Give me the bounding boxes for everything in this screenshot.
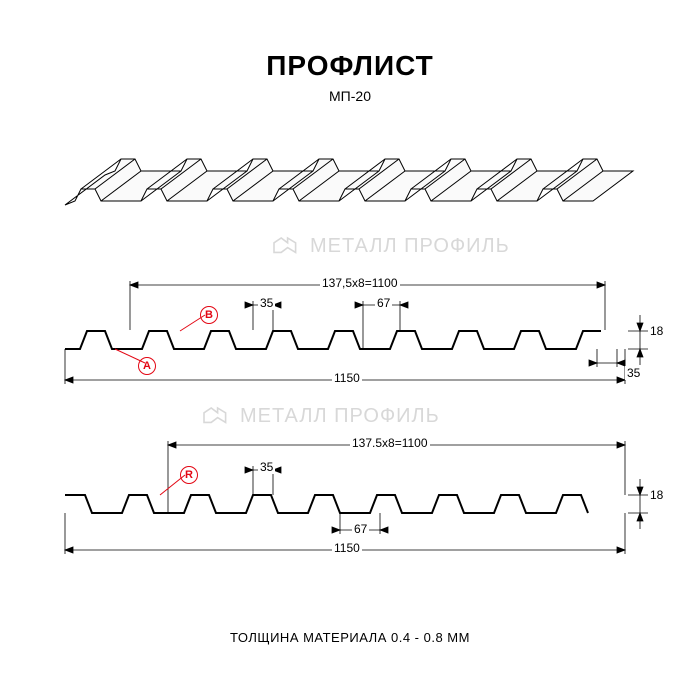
marker-r: R [180,466,198,484]
s1-total: 1150 [332,371,362,385]
s2-useful-width: 137.5x8=1100 [350,436,430,450]
s2-gap: 67 [352,522,369,536]
s1-height: 18 [648,324,665,338]
section-1 [0,275,700,405]
footer-text: ТОЛЩИНА МАТЕРИАЛА 0.4 - 0.8 ММ [0,630,700,645]
marker-a: A [138,357,156,375]
s1-cap: 35 [625,366,642,380]
s1-gap: 67 [375,296,392,310]
s2-total: 1150 [332,541,362,555]
s2-height: 18 [648,488,665,502]
s1-useful-width: 137,5x8=1100 [320,276,400,290]
s1-rib-top: 35 [258,296,275,310]
page-subtitle: МП-20 [0,88,700,104]
iso-view [0,150,700,240]
page-title: ПРОФЛИСТ [0,50,700,82]
s2-rib-top: 35 [258,460,275,474]
watermark-text: МЕТАЛЛ ПРОФИЛЬ [240,405,440,428]
marker-b: B [200,306,218,324]
